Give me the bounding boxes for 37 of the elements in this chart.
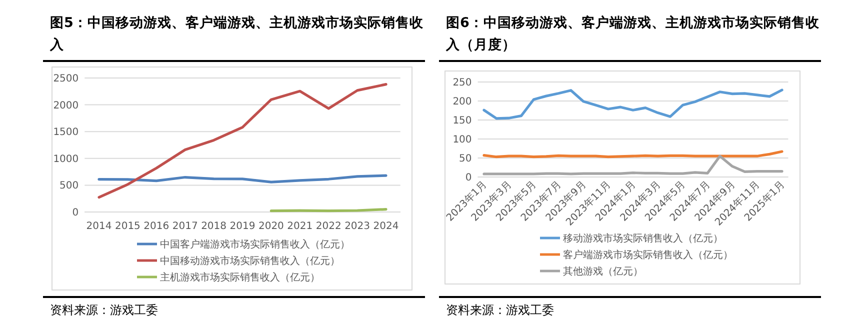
y-tick-label: 150 <box>452 116 472 126</box>
legend-label: 移动游戏市场实际销售收入（亿元） <box>563 232 723 244</box>
text: 资料来源：游戏工委 <box>446 303 554 317</box>
line-series <box>98 83 388 199</box>
x-tick-label: 2017 <box>172 221 198 232</box>
y-tick-label: 1500 <box>53 127 79 138</box>
y-tick-label: 200 <box>452 96 472 108</box>
text: 资料来源：游戏工委 <box>50 303 158 317</box>
x-tick-label: 2016 <box>144 221 170 232</box>
x-tick-label: 2015 <box>114 221 140 232</box>
legend-label: 主机游戏市场实际销售收入（亿元） <box>160 272 320 284</box>
x-tick-label: 2020 <box>258 221 284 232</box>
legend-label: 其他游戏（亿元） <box>563 266 643 278</box>
line-series <box>482 154 784 176</box>
x-tick-label: 2018 <box>201 221 227 232</box>
y-tick-label: 1000 <box>53 154 79 165</box>
line-series <box>482 88 784 120</box>
legend-label: 客户端游戏市场实际销售收入（亿元） <box>563 249 733 261</box>
y-tick-label: 50 <box>459 154 472 164</box>
x-tick-label: 2024 <box>373 221 399 232</box>
legend-label: 中国移动游戏市场实际销售收入（亿元） <box>160 255 340 267</box>
line-series <box>98 174 388 184</box>
chart-title: 图6：中国移动游戏、客户端游戏、主机游戏市场实际销售收入（月度） <box>445 14 820 53</box>
y-tick-label: 2000 <box>53 100 79 112</box>
y-tick-label: 2500 <box>53 74 79 84</box>
legend-label: 中国客户端游戏市场实际销售收入（亿元） <box>160 238 350 250</box>
x-tick-label: 2014 <box>86 221 112 232</box>
y-tick-label: 250 <box>452 78 472 88</box>
chart-title: 图5：中国移动游戏、客户端游戏、主机游戏市场实际销售收入 <box>49 14 424 53</box>
x-tick-label: 2019 <box>230 221 256 232</box>
y-tick-label: 0 <box>72 208 79 218</box>
y-tick-label: 500 <box>60 180 79 192</box>
x-tick-label: 2023 <box>344 221 370 232</box>
x-tick-label: 2022 <box>316 221 342 232</box>
y-tick-label: 100 <box>452 134 472 146</box>
y-tick-label: 0 <box>465 172 472 184</box>
x-tick-label: 2021 <box>287 221 313 232</box>
